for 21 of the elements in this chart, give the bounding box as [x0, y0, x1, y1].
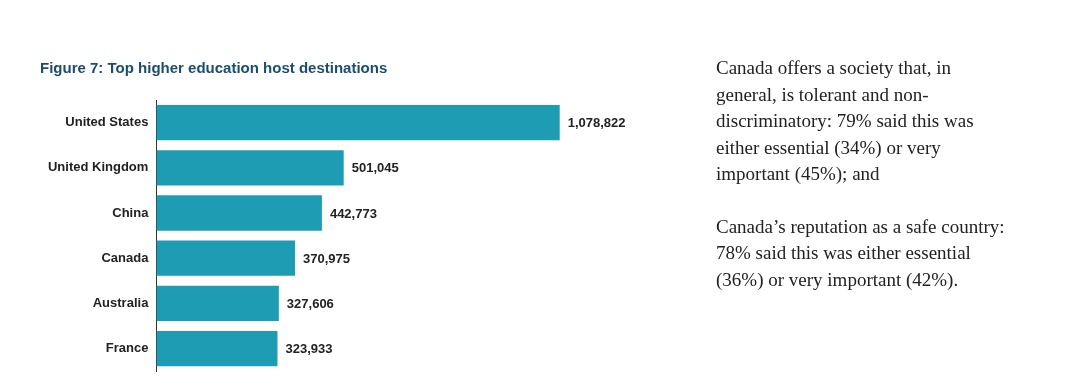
- y-tick-label: France: [105, 340, 149, 356]
- bar: [156, 150, 344, 186]
- data-label: 370,975: [303, 250, 351, 266]
- y-tick-label: China: [112, 204, 150, 220]
- data-label: 501,045: [351, 160, 399, 176]
- bar: [156, 104, 560, 141]
- bar: [156, 285, 279, 322]
- y-tick-label: United Kingdom: [47, 159, 149, 175]
- y-tick-label: Canada: [101, 249, 150, 265]
- y-tick-label: Australia: [92, 294, 150, 310]
- bar: [156, 240, 296, 276]
- y-tick-label: United States: [65, 114, 149, 130]
- chart-title: Figure 7: Top higher education host destinations: [40, 59, 388, 77]
- bar: [156, 195, 322, 231]
- text: Canada offers a society that, in general, is tolerant and non-discriminatory: 79% said this was either essential (34%) or very important (45%); and: [716, 56, 975, 186]
- bar: [156, 330, 278, 367]
- data-label: 442,773: [329, 205, 377, 221]
- text: Canada’s reputation as a safe country: 78% said this was either essential (36%) or very important (42%).: [716, 214, 1006, 292]
- data-label: 323,933: [285, 341, 333, 357]
- data-label: 327,606: [286, 295, 334, 311]
- data-label: 1,078,822: [567, 115, 626, 131]
